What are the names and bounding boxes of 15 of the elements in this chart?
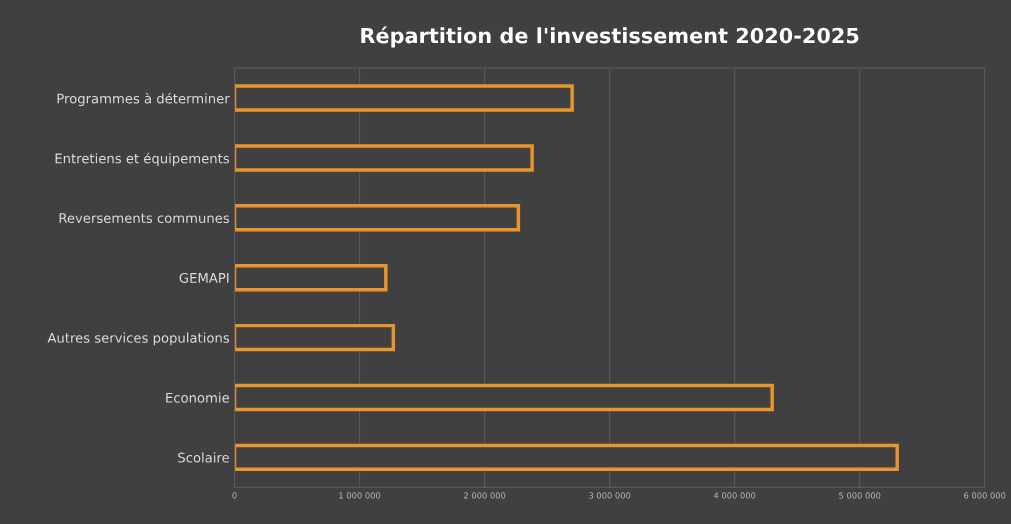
y-tick-label: Reversements communes — [59, 213, 230, 224]
y-tick-label: Entretiens et équipements — [55, 152, 230, 166]
y-tick-label: GEMAPI — [179, 272, 229, 283]
y-tick-label: Economie — [166, 392, 229, 403]
y-tick-label: Scolaire — [178, 452, 229, 463]
x-tick-label: 0 — [232, 492, 237, 499]
x-tick-label: 6 000 000 — [964, 492, 1006, 499]
x-tick-label: 3 000 000 — [589, 492, 631, 499]
x-tick-label: 2 000 000 — [464, 492, 506, 499]
x-tick-label: 1 000 000 — [339, 492, 381, 499]
y-tick-label: Programmes à déterminer — [57, 92, 230, 107]
x-tick-label: 5 000 000 — [839, 492, 881, 499]
x-tick-label: 4 000 000 — [713, 492, 756, 499]
chart-title: Répartition de l'investissement 2020-2025 — [361, 26, 859, 48]
y-tick-label: Autres services populations — [47, 332, 230, 346]
